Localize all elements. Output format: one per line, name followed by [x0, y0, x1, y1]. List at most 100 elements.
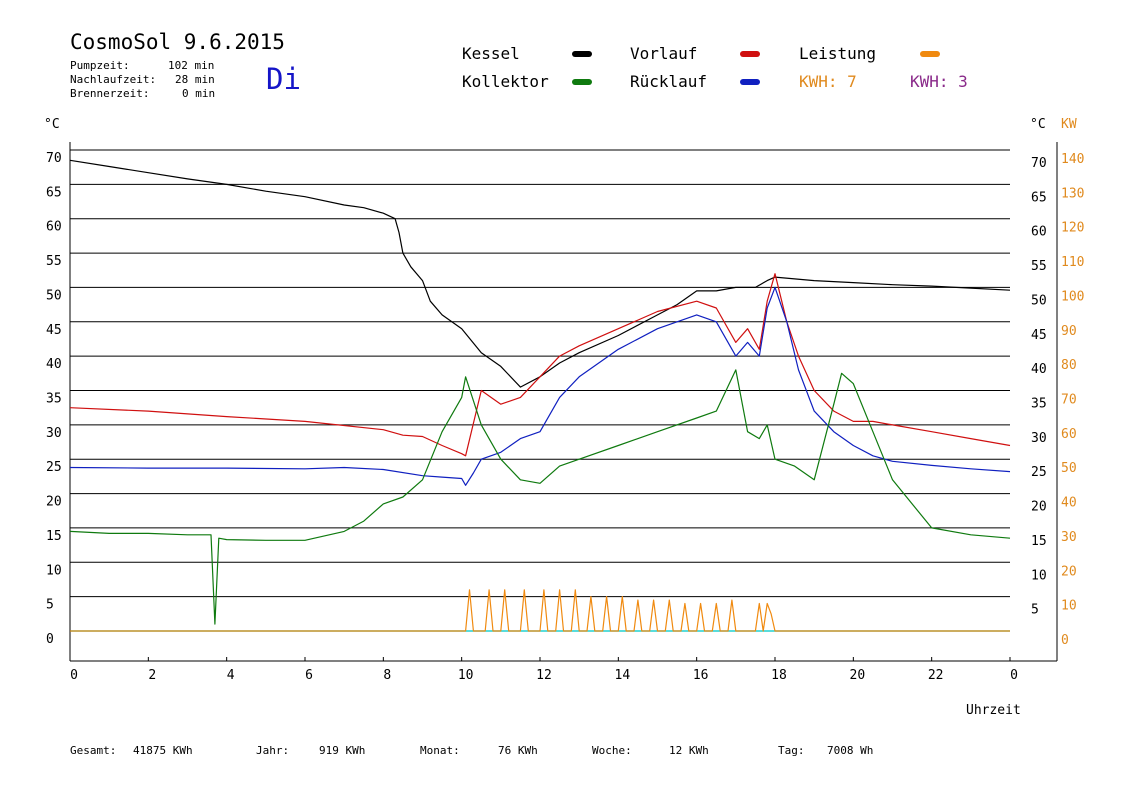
y-axis-label-power: KW	[1061, 117, 1077, 132]
stat-pumpzeit-label: Pumpzeit:	[70, 59, 130, 72]
series-kollektor-line	[69, 369, 1011, 625]
footer-tag-label: Tag:	[778, 744, 805, 757]
y-tick-label-left: 0	[46, 632, 54, 647]
footer-jahr-value: 919 KWh	[319, 744, 366, 757]
y-tick-label-right: 30	[1031, 431, 1047, 446]
x-tick-label: 2	[148, 668, 156, 683]
power-tick-label: 40	[1061, 496, 1077, 511]
y-tick-label-right: 25	[1031, 465, 1047, 480]
power-tick-label: 130	[1061, 186, 1084, 201]
x-tick-label: 8	[383, 668, 391, 683]
y-tick-label-right: 45	[1031, 328, 1047, 343]
stat-brennerzeit-value: 0 min	[182, 87, 216, 100]
y-tick-label-left: 40	[46, 357, 62, 372]
legend-kollektor-label: Kollektor	[462, 72, 549, 91]
power-tick-label: 100	[1061, 289, 1084, 304]
power-tick-label: 110	[1061, 255, 1084, 270]
y-tick-label-right: 5	[1031, 603, 1039, 618]
chart-title: CosmoSol 9.6.2015	[70, 30, 285, 54]
power-tick-label: 10	[1061, 599, 1077, 614]
x-tick-label: 18	[771, 668, 787, 683]
y-tick-label-right: 55	[1031, 259, 1047, 274]
footer-woche-value: 12 KWh	[669, 744, 709, 757]
x-tick-label: 10	[458, 668, 474, 683]
legend-leistung-swatch	[920, 51, 940, 57]
power-tick-label: 120	[1061, 221, 1084, 236]
legend-ruecklauf-swatch	[740, 79, 760, 85]
y-tick-label-right: 70	[1031, 156, 1047, 171]
legend-vorlauf-label: Vorlauf	[630, 44, 698, 63]
y-tick-label-left: 55	[46, 254, 62, 269]
tick-labels: 0 2 4 6 8 10 12 14 16 18 20 22 005101520253035404550…	[46, 151, 1084, 683]
y-tick-label-left: 20	[46, 495, 62, 510]
footer-monat-label: Monat:	[420, 744, 460, 757]
y-tick-label-left: 25	[46, 460, 62, 475]
stat-nachlaufzeit-label: Nachlaufzeit:	[70, 73, 157, 86]
power-tick-label: 70	[1061, 393, 1077, 408]
x-tick-label: 4	[227, 668, 235, 683]
y-axis-label-right: °C	[1030, 117, 1046, 132]
y-tick-label-right: 15	[1031, 534, 1047, 549]
footer-gesamt-value: 41875 KWh	[133, 744, 193, 757]
footer-monat-value: 76 KWh	[498, 744, 538, 757]
power-tick-label: 50	[1061, 461, 1077, 476]
legend-leistung-label: Leistung	[799, 44, 877, 63]
grid-lines	[70, 149, 1010, 632]
stat-brennerzeit-label: Brennerzeit:	[70, 87, 150, 100]
y-tick-label-left: 15	[46, 529, 62, 544]
x-tick-label: 12	[536, 668, 552, 683]
power-tick-label: 20	[1061, 564, 1077, 579]
x-tick-label: 16	[693, 668, 709, 683]
series-leistung-line	[70, 589, 1010, 632]
legend-kessel-label: Kessel	[462, 44, 520, 63]
y-tick-label-left: 35	[46, 392, 62, 407]
series-kessel-line	[69, 159, 1011, 388]
stat-nachlaufzeit-value: 28 min	[175, 73, 215, 86]
power-tick-label: 30	[1061, 530, 1077, 545]
y-tick-label-right: 10	[1031, 568, 1047, 583]
y-tick-label-right: 50	[1031, 293, 1047, 308]
x-tick-label: 0	[1010, 668, 1018, 683]
y-tick-label-right: 20	[1031, 500, 1047, 515]
y-tick-label-left: 65	[46, 185, 62, 200]
footer-gesamt-label: Gesamt:	[70, 744, 117, 757]
y-tick-label-left: 60	[46, 220, 62, 235]
x-tick-label: 20	[850, 668, 866, 683]
y-tick-label-left: 30	[46, 426, 62, 441]
x-tick-label: 6	[305, 668, 313, 683]
legend-vorlauf-swatch	[740, 51, 760, 57]
footer-jahr-label: Jahr:	[256, 744, 290, 757]
power-tick-label: 140	[1061, 152, 1084, 167]
y-tick-label-right: 35	[1031, 397, 1047, 412]
legend-kessel-swatch	[572, 51, 592, 57]
stat-pumpzeit-value: 102 min	[168, 59, 215, 72]
x-tick-label: 14	[615, 668, 631, 683]
y-tick-label-left: 45	[46, 323, 62, 338]
legend-kwh-total: KWH: 7	[799, 72, 857, 91]
x-tick-label: 0	[70, 668, 78, 683]
y-tick-label-left: 70	[46, 151, 62, 166]
power-tick-label: 60	[1061, 427, 1077, 442]
power-tick-label: 0	[1061, 633, 1069, 648]
footer-woche-label: Woche:	[592, 744, 632, 757]
y-tick-label-right: 40	[1031, 362, 1047, 377]
axes	[69, 142, 1058, 662]
footer-tag-value: 7008 Wh	[827, 744, 874, 757]
legend-kollektor-swatch	[572, 79, 592, 85]
series-lines	[69, 159, 1011, 632]
x-tick-label: 22	[928, 668, 944, 683]
legend-kwh-secondary: KWH: 3	[910, 72, 968, 91]
x-axis-label: Uhrzeit	[966, 703, 1021, 718]
weekday-label: Di	[266, 62, 301, 96]
power-tick-label: 80	[1061, 358, 1077, 373]
y-tick-label-left: 50	[46, 288, 62, 303]
y-tick-label-left: 5	[46, 598, 54, 613]
series-ruecklauf-line	[69, 286, 1011, 486]
legend-ruecklauf-label: Rücklauf	[630, 72, 708, 91]
y-axis-label-left: °C	[44, 117, 60, 132]
y-tick-label-left: 10	[46, 563, 62, 578]
series-vorlauf-line	[69, 273, 1011, 457]
y-tick-label-right: 60	[1031, 225, 1047, 240]
power-tick-label: 90	[1061, 324, 1077, 339]
